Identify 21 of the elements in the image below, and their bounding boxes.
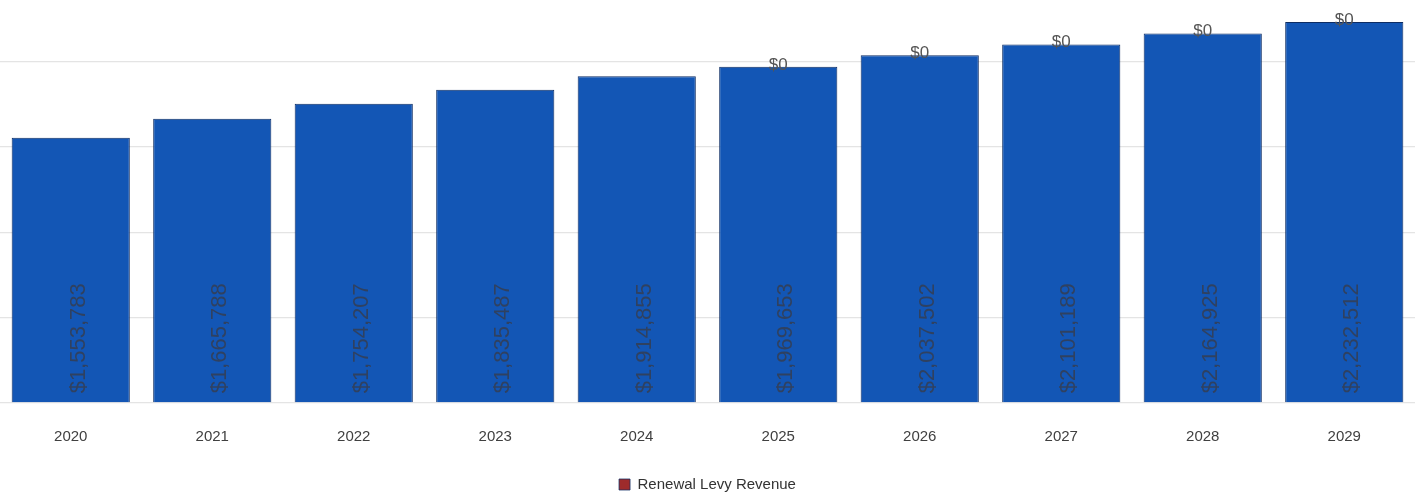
x-tick-label: 2024 [620,427,654,445]
data-label: $2,232,512 [1338,283,1364,394]
x-tick-label: 2026 [903,427,937,445]
data-label: $1,665,788 [206,283,232,394]
data-label: $1,835,487 [489,283,515,394]
x-tick-label: 2029 [1327,427,1361,445]
data-label: $2,101,189 [1055,283,1081,394]
data-label: $1,969,653 [772,283,798,394]
x-tick-label: 2025 [761,427,795,445]
x-tick-label: 2020 [54,427,88,445]
data-label: $2,164,925 [1196,283,1222,394]
x-tick-label: 2021 [195,427,229,445]
data-label: $2,037,502 [913,283,939,394]
data-label: $1,914,855 [630,283,656,394]
data-label: $1,553,783 [64,283,90,394]
legend-label: Renewal Levy Revenue [637,474,796,492]
data-label: $1,754,207 [347,283,373,394]
x-tick-label: 2022 [337,427,371,445]
x-tick-label: 2028 [1186,427,1220,445]
x-tick-label: 2027 [1044,427,1078,445]
x-tick-label: 2023 [478,427,512,445]
